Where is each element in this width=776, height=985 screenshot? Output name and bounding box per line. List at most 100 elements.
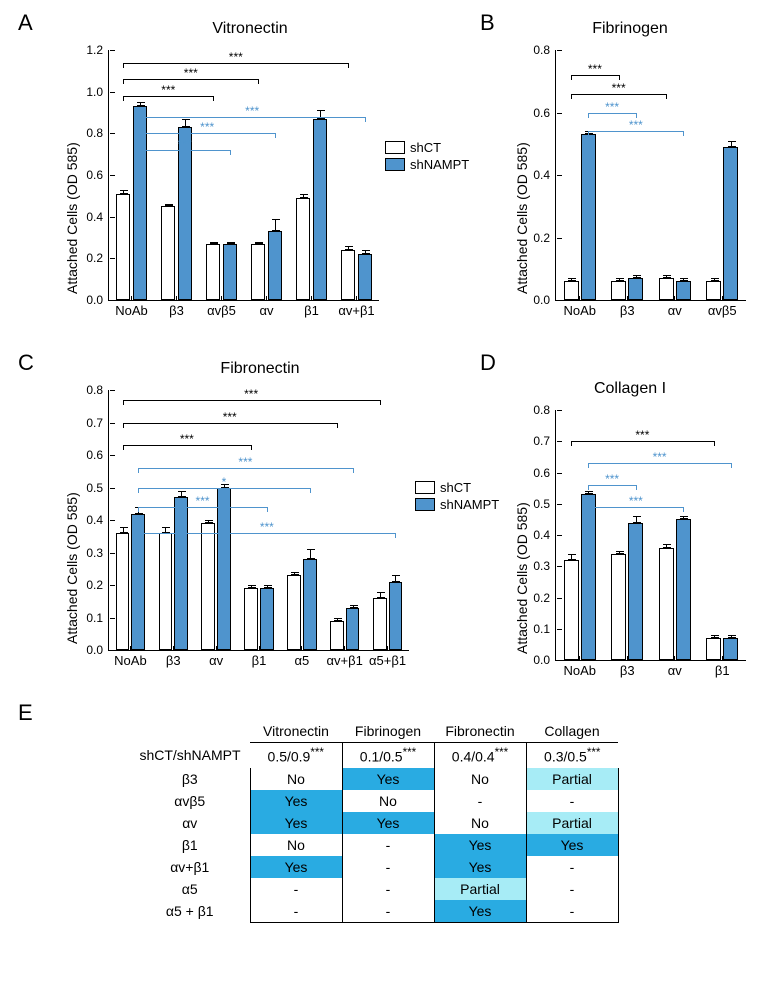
x-tick-label: α5+β1: [369, 653, 406, 668]
chart-title: Fibrinogen: [500, 20, 760, 38]
bar-shct: [611, 554, 626, 660]
table-cell: No: [434, 768, 526, 790]
x-tick-label: αvβ5: [708, 303, 737, 318]
chart-legend: shCT shNAMPT: [415, 480, 499, 514]
bar-shct: [251, 244, 265, 300]
significance-marker: ***: [178, 137, 192, 151]
significance-marker: ***: [180, 432, 194, 446]
significance-marker: ***: [629, 494, 643, 508]
bar-shct: [244, 588, 258, 650]
y-axis-label: Attached Cells (OD 585): [64, 142, 80, 294]
table-cell: 0.3/0.5***: [526, 743, 618, 768]
table-col-header: Vitronectin: [250, 720, 342, 743]
table-cell: -: [342, 900, 434, 923]
table-cell: Partial: [526, 812, 618, 834]
bar-shct: [564, 281, 579, 300]
bar-shct: [287, 575, 301, 650]
y-tick: 0.0: [533, 293, 556, 307]
x-tick-label: NoAb: [563, 663, 596, 678]
summary-table: VitronectinFibrinogenFibronectinCollagen…: [130, 720, 619, 923]
table-cell: -: [250, 878, 342, 900]
y-tick: 0.8: [533, 43, 556, 57]
table-row-label: α5 + β1: [130, 900, 250, 923]
y-tick: 0.4: [86, 513, 109, 527]
y-tick: 0.5: [86, 481, 109, 495]
bar-shct: [706, 281, 721, 300]
x-tick-label: β1: [304, 303, 319, 318]
table-cell: 0.1/0.5***: [342, 743, 434, 768]
y-tick: 0.7: [533, 434, 556, 448]
plot-area: 0.00.20.40.60.81.01.2NoAbβ3αvβ5αvβ1αv+β1…: [108, 50, 379, 301]
y-tick: 0.1: [533, 622, 556, 636]
bar-shct: [206, 244, 220, 300]
significance-marker: ***: [244, 387, 258, 401]
bar-shnampt: [260, 588, 274, 650]
plot-area: 0.00.10.20.30.40.50.60.70.8NoAbβ3αvβ1***…: [555, 410, 746, 661]
table-cell: No: [434, 812, 526, 834]
table-cell: -: [434, 790, 526, 812]
table-row-label: αv+β1: [130, 856, 250, 878]
table-cell: -: [526, 900, 618, 923]
panel-label-b: B: [480, 10, 495, 36]
chart-legend: shCT shNAMPT: [385, 140, 469, 174]
significance-marker: ***: [260, 520, 274, 534]
y-tick: 0.6: [533, 106, 556, 120]
bar-shnampt: [358, 254, 372, 300]
panel-label-a: A: [18, 10, 33, 36]
bar-shnampt: [303, 559, 317, 650]
bar-shnampt: [581, 134, 596, 300]
x-tick-label: β3: [620, 303, 635, 318]
y-tick: 0.2: [86, 251, 109, 265]
significance-marker: ***: [612, 81, 626, 95]
significance-marker: ***: [161, 83, 175, 97]
x-tick-label: αvβ5: [207, 303, 236, 318]
y-tick: 0.3: [533, 559, 556, 573]
bar-shnampt: [268, 231, 282, 300]
bar-shnampt: [223, 244, 237, 300]
y-tick: 0.0: [533, 653, 556, 667]
bar-shct: [159, 533, 173, 650]
table-col-header: Fibronectin: [434, 720, 526, 743]
plot-area: 0.00.10.20.30.40.50.60.70.8NoAbβ3αvβ1α5α…: [108, 390, 409, 651]
table-row-label: β3: [130, 768, 250, 790]
bar-shct: [341, 250, 355, 300]
panel-label-e: E: [18, 700, 33, 726]
bar-shnampt: [346, 608, 360, 650]
table-row-label: shCT/shNAMPT: [130, 743, 250, 768]
legend-label: shNAMPT: [410, 157, 469, 172]
x-tick-label: αv: [668, 303, 682, 318]
significance-marker: ***: [238, 455, 252, 469]
table-cell: Yes: [342, 768, 434, 790]
bar-shnampt: [581, 494, 596, 660]
bar-shct: [373, 598, 387, 650]
bar-shct: [611, 281, 626, 300]
y-tick: 0.7: [86, 416, 109, 430]
bar-shnampt: [389, 582, 403, 650]
bar-shct: [116, 533, 130, 650]
x-tick-label: NoAb: [115, 303, 148, 318]
legend-swatch-shnampt: [385, 158, 405, 171]
significance-marker: ***: [184, 66, 198, 80]
plot-area: 0.00.20.40.60.8NoAbβ3αvαvβ5************: [555, 50, 746, 301]
bar-shct: [659, 548, 674, 661]
y-tick: 0.2: [86, 578, 109, 592]
legend-label: shCT: [410, 140, 441, 155]
bar-shnampt: [217, 488, 231, 651]
table-cell: -: [342, 834, 434, 856]
x-tick-label: NoAb: [114, 653, 147, 668]
legend-swatch-shnampt: [415, 498, 435, 511]
bar-shnampt: [628, 278, 643, 300]
significance-marker: ***: [653, 450, 667, 464]
bar-shnampt: [178, 127, 192, 300]
y-tick: 0.0: [86, 643, 109, 657]
y-tick: 0.8: [86, 126, 109, 140]
table-col-header: Fibrinogen: [342, 720, 434, 743]
significance-marker: ***: [223, 410, 237, 424]
bar-shct: [161, 206, 175, 300]
chart-vitronectin: Vitronectin 0.00.20.40.60.81.01.2NoAbβ3α…: [50, 20, 450, 330]
table-cell: -: [342, 856, 434, 878]
y-tick: 1.2: [86, 43, 109, 57]
legend-label: shCT: [440, 480, 471, 495]
bar-shct: [564, 560, 579, 660]
y-tick: 0.8: [86, 383, 109, 397]
